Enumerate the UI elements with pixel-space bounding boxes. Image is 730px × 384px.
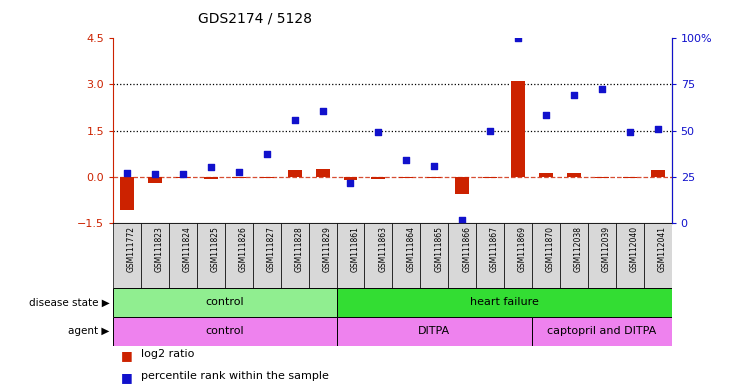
Point <box>345 180 356 186</box>
Bar <box>532 317 672 346</box>
Text: GSM111863: GSM111863 <box>378 226 388 272</box>
Point <box>317 108 328 114</box>
Bar <box>483 177 497 178</box>
Point <box>372 129 384 135</box>
Bar <box>476 223 504 288</box>
Bar <box>253 223 281 288</box>
Text: agent ▶: agent ▶ <box>68 326 110 336</box>
Text: GSM112038: GSM112038 <box>574 226 583 272</box>
Bar <box>232 177 246 179</box>
Bar <box>427 177 441 179</box>
Bar <box>176 177 190 178</box>
Text: heart failure: heart failure <box>469 297 539 308</box>
Bar <box>372 177 385 179</box>
Bar <box>113 288 337 317</box>
Bar <box>288 170 301 177</box>
Bar <box>309 223 337 288</box>
Bar <box>511 81 525 177</box>
Text: GSM111827: GSM111827 <box>266 226 276 272</box>
Text: ■: ■ <box>120 371 132 384</box>
Point <box>652 126 664 132</box>
Point <box>149 170 161 177</box>
Point <box>177 170 189 177</box>
Text: GSM111864: GSM111864 <box>407 226 415 272</box>
Bar <box>344 177 358 180</box>
Bar <box>399 177 413 178</box>
Text: GSM111826: GSM111826 <box>239 226 247 272</box>
Bar <box>650 170 664 177</box>
Point <box>121 170 133 176</box>
Point <box>596 86 607 92</box>
Bar <box>260 177 274 178</box>
Bar <box>595 177 609 178</box>
Text: percentile rank within the sample: percentile rank within the sample <box>141 371 328 381</box>
Bar <box>448 223 476 288</box>
Point <box>568 92 580 98</box>
Text: GSM111828: GSM111828 <box>295 226 304 272</box>
Point <box>289 117 301 123</box>
Text: control: control <box>206 297 244 308</box>
Bar <box>644 223 672 288</box>
Text: GSM111869: GSM111869 <box>518 226 527 272</box>
Bar <box>567 173 581 177</box>
Text: GSM111870: GSM111870 <box>546 226 555 272</box>
Bar <box>364 223 393 288</box>
Text: ■: ■ <box>120 349 132 362</box>
Text: GSM111861: GSM111861 <box>350 226 359 272</box>
Bar <box>393 223 420 288</box>
Point <box>429 163 440 169</box>
Bar <box>148 177 162 183</box>
Bar <box>113 317 337 346</box>
Bar <box>315 169 329 177</box>
Text: control: control <box>206 326 244 336</box>
Bar <box>281 223 309 288</box>
Bar <box>337 223 364 288</box>
Text: GSM111823: GSM111823 <box>155 226 164 272</box>
Text: GSM111772: GSM111772 <box>127 226 136 272</box>
Point <box>512 35 524 41</box>
Bar <box>204 177 218 179</box>
Bar <box>456 177 469 194</box>
Point <box>624 129 636 135</box>
Bar <box>141 223 169 288</box>
Bar <box>113 223 141 288</box>
Bar <box>225 223 253 288</box>
Text: GSM111829: GSM111829 <box>323 226 331 272</box>
Text: captopril and DITPA: captopril and DITPA <box>548 326 656 336</box>
Text: GSM112039: GSM112039 <box>602 226 611 272</box>
Bar <box>337 288 672 317</box>
Bar <box>623 177 637 179</box>
Point <box>456 217 468 223</box>
Text: GSM111867: GSM111867 <box>490 226 499 272</box>
Text: GSM111825: GSM111825 <box>211 226 220 272</box>
Bar <box>504 223 532 288</box>
Text: GDS2174 / 5128: GDS2174 / 5128 <box>199 12 312 25</box>
Text: DITPA: DITPA <box>418 326 450 336</box>
Text: disease state ▶: disease state ▶ <box>28 297 109 308</box>
Point <box>261 151 272 157</box>
Bar <box>120 177 134 210</box>
Text: GSM112041: GSM112041 <box>658 226 666 272</box>
Bar <box>588 223 616 288</box>
Text: GSM111824: GSM111824 <box>183 226 192 272</box>
Bar <box>539 173 553 177</box>
Point <box>205 164 217 170</box>
Point <box>401 157 412 163</box>
Text: log2 ratio: log2 ratio <box>141 349 194 359</box>
Bar <box>532 223 560 288</box>
Bar <box>420 223 448 288</box>
Bar <box>197 223 225 288</box>
Bar <box>560 223 588 288</box>
Text: GSM111866: GSM111866 <box>462 226 471 272</box>
Point <box>233 169 245 175</box>
Point <box>540 112 552 118</box>
Point <box>484 127 496 134</box>
Text: GSM111865: GSM111865 <box>434 226 443 272</box>
Bar <box>616 223 644 288</box>
Text: GSM112040: GSM112040 <box>630 226 639 272</box>
Bar <box>169 223 197 288</box>
Bar <box>337 317 532 346</box>
